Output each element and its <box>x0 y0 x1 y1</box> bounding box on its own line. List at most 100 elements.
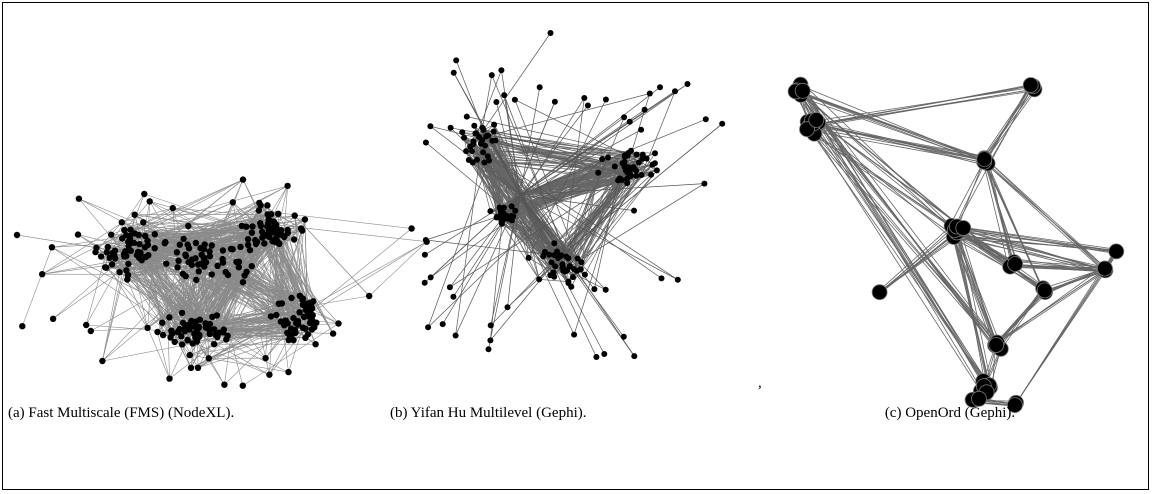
node <box>525 254 532 261</box>
edge <box>126 179 244 236</box>
node <box>611 163 618 170</box>
node <box>335 320 342 327</box>
node <box>125 238 132 245</box>
node <box>194 364 202 371</box>
node <box>450 69 457 76</box>
edge <box>90 327 148 332</box>
edge <box>952 236 1107 271</box>
node <box>546 251 553 258</box>
edge <box>501 220 554 273</box>
node <box>258 228 266 235</box>
edge <box>51 238 184 248</box>
node <box>551 98 558 105</box>
edge <box>594 180 619 290</box>
edge <box>181 239 256 314</box>
edge <box>102 272 120 362</box>
node <box>491 121 498 128</box>
node <box>127 226 134 233</box>
edge <box>800 93 964 229</box>
node <box>123 267 130 274</box>
node <box>93 244 100 251</box>
edge <box>453 72 564 269</box>
edge <box>449 171 630 288</box>
node <box>488 72 495 79</box>
network-a <box>13 176 430 389</box>
node <box>182 252 190 260</box>
node <box>976 151 993 168</box>
node <box>169 204 176 212</box>
node <box>253 238 261 246</box>
node <box>701 180 708 187</box>
caption: (c) OpenOrd (Gephi). <box>884 405 1016 421</box>
node <box>201 263 208 270</box>
node <box>102 264 109 271</box>
node <box>136 254 143 262</box>
node <box>180 235 187 242</box>
edge <box>807 126 985 161</box>
node <box>167 334 174 341</box>
node <box>302 325 309 332</box>
edge <box>157 231 263 333</box>
edge <box>265 232 273 359</box>
edge <box>963 228 1045 292</box>
node <box>141 244 149 251</box>
node <box>871 284 888 301</box>
node <box>281 322 288 329</box>
edge <box>814 130 983 163</box>
node <box>480 126 487 133</box>
caption: (a) Fast Multiscale (FMS) (NodeXL). <box>8 405 235 421</box>
node <box>481 159 488 166</box>
edge <box>565 117 625 257</box>
edge <box>983 159 1019 265</box>
node <box>179 319 187 327</box>
node <box>239 382 246 389</box>
edge <box>562 97 585 265</box>
edge <box>800 94 961 227</box>
edge <box>982 89 1035 161</box>
node <box>621 114 628 121</box>
node <box>196 331 203 339</box>
node <box>622 167 629 174</box>
nodes <box>13 176 430 389</box>
edge <box>149 201 241 248</box>
edge <box>368 241 427 297</box>
edge <box>269 220 289 373</box>
edge <box>141 179 244 261</box>
node <box>108 261 116 268</box>
node <box>427 274 434 281</box>
edge <box>996 289 1048 346</box>
node <box>224 271 232 279</box>
edge <box>185 239 256 255</box>
node <box>146 198 153 205</box>
node <box>144 324 151 332</box>
node <box>144 237 151 244</box>
edge <box>161 225 243 323</box>
node <box>639 151 646 158</box>
edge <box>189 301 314 356</box>
node <box>257 222 265 230</box>
node <box>185 245 193 252</box>
node <box>626 118 633 125</box>
edge <box>199 334 270 375</box>
edge <box>953 161 986 230</box>
edge <box>130 185 288 230</box>
edge <box>130 214 268 252</box>
node <box>171 338 178 346</box>
edge <box>956 231 1047 291</box>
node <box>646 90 653 97</box>
node <box>13 231 21 239</box>
node <box>624 180 631 187</box>
nodes <box>421 30 726 360</box>
node <box>422 237 429 243</box>
node <box>173 249 181 256</box>
edge <box>580 170 658 270</box>
node <box>185 222 192 230</box>
node <box>206 320 214 328</box>
node <box>178 341 186 348</box>
edge <box>519 194 597 358</box>
node <box>292 329 299 336</box>
edge <box>511 101 556 207</box>
edge <box>957 233 1046 294</box>
edge <box>182 322 289 373</box>
node <box>674 276 681 283</box>
